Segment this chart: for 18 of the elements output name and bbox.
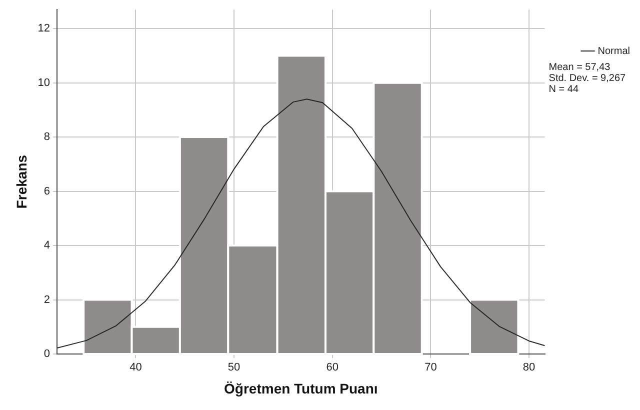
text: N = 44 — [548, 84, 579, 95]
y-tick-label: 4 — [44, 240, 50, 252]
x-tick-label: 40 — [130, 362, 142, 374]
x-tick-label: 80 — [522, 362, 536, 374]
y-tick-label: 0 — [44, 348, 50, 360]
x-tick-label: 50 — [228, 362, 240, 374]
text: Std. Dev. = 9,267 — [548, 72, 626, 84]
y-tick-label: 2 — [44, 294, 50, 306]
x-axis-title: Öğretmen Tutum Puanı — [224, 380, 378, 396]
y-tick-label: 10 — [38, 76, 50, 89]
y-tick-label: 8 — [44, 131, 50, 144]
x-tick-label: 70 — [424, 362, 437, 374]
x-tick-label: 60 — [326, 362, 338, 374]
y-tick-label: 6 — [44, 185, 50, 198]
text: Mean = 57,43 — [548, 62, 611, 73]
y-tick-label: 12 — [38, 22, 50, 35]
legend-label: Normal — [598, 46, 630, 57]
y-axis-title: Frekans — [13, 154, 30, 209]
